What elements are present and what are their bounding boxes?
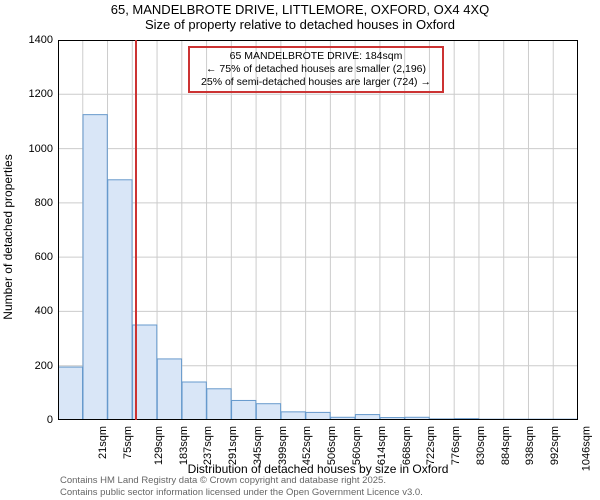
chart-title-block: 65, MANDELBROTE DRIVE, LITTLEMORE, OXFOR… (0, 2, 600, 32)
x-tick-label: 884sqm (500, 426, 512, 465)
x-tick-label: 992sqm (549, 426, 561, 465)
x-tick-label: 938sqm (524, 426, 536, 465)
y-axis-label: Number of detached properties (1, 154, 15, 319)
annotation-line-1: 65 MANDELBROTE DRIVE: 184sqm (196, 50, 436, 63)
x-tick-label: 722sqm (425, 426, 437, 465)
x-tick-label: 776sqm (450, 426, 462, 465)
annotation-line-2: ← 75% of detached houses are smaller (2,… (196, 63, 436, 76)
x-tick-label: 452sqm (302, 426, 314, 465)
y-tick-label: 600 (35, 251, 53, 263)
x-tick-label: 291sqm (227, 426, 239, 465)
footer-line-1: Contains HM Land Registry data © Crown c… (60, 475, 423, 486)
x-tick-label: 237sqm (203, 426, 215, 465)
y-tick-label: 1000 (29, 143, 53, 155)
histogram-plot (58, 40, 578, 420)
x-tick-label: 668sqm (401, 426, 413, 465)
y-tick-label: 200 (35, 360, 53, 372)
x-tick-label: 21sqm (97, 426, 109, 459)
annotation-line-3: 25% of semi-detached houses are larger (… (196, 76, 436, 89)
x-tick-label: 183sqm (178, 426, 190, 465)
annotation-box: 65 MANDELBROTE DRIVE: 184sqm ← 75% of de… (188, 46, 444, 93)
y-tick-label: 1200 (29, 88, 53, 100)
x-tick-label: 399sqm (277, 426, 289, 465)
chart-title-address: 65, MANDELBROTE DRIVE, LITTLEMORE, OXFOR… (0, 2, 600, 17)
x-tick-label: 830sqm (475, 426, 487, 465)
x-tick-label: 614sqm (376, 426, 388, 465)
x-tick-label: 75sqm (122, 426, 134, 459)
chart-title-desc: Size of property relative to detached ho… (0, 17, 600, 32)
y-tick-label: 0 (47, 414, 53, 426)
y-tick-label: 800 (35, 197, 53, 209)
footer-line-2: Contains public sector information licen… (60, 487, 423, 498)
x-tick-label: 1046sqm (580, 426, 592, 471)
y-tick-label: 400 (35, 305, 53, 317)
y-tick-label: 1400 (29, 34, 53, 46)
chart-area: Number of detached properties Distributi… (58, 40, 578, 420)
x-tick-label: 560sqm (351, 426, 363, 465)
x-tick-label: 129sqm (153, 426, 165, 465)
x-tick-label: 345sqm (252, 426, 264, 465)
x-tick-label: 506sqm (326, 426, 338, 465)
footer-attribution: Contains HM Land Registry data © Crown c… (60, 475, 423, 498)
